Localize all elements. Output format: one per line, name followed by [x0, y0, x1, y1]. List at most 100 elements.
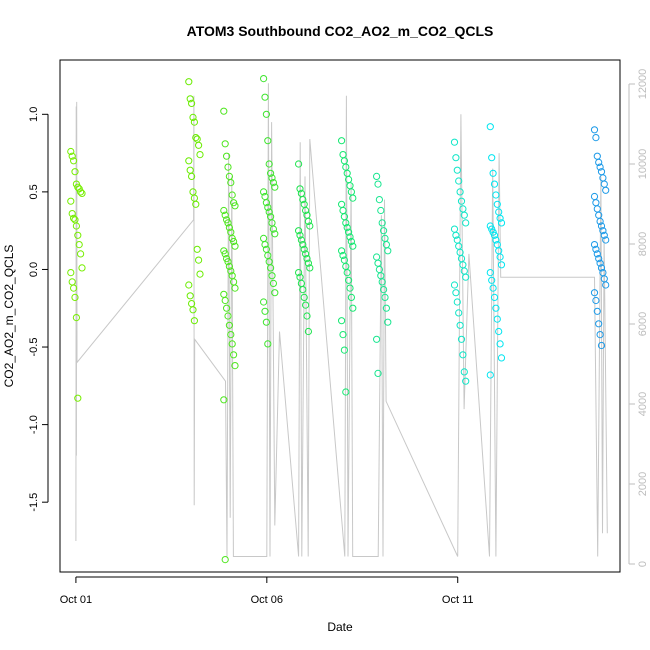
data-point [269, 225, 277, 233]
data-point [299, 241, 307, 249]
data-point [185, 281, 193, 289]
data-point [599, 227, 607, 235]
data-point [228, 340, 236, 348]
data-point [592, 199, 600, 207]
data-point [597, 222, 606, 230]
data-point [346, 182, 354, 190]
left-tick-label: -1.5 [28, 493, 40, 512]
right-tick-label: 6000 [637, 312, 649, 336]
data-point [489, 169, 497, 177]
data-point [595, 255, 603, 263]
data-point [497, 261, 506, 269]
data-point [192, 134, 200, 142]
data-point [490, 293, 499, 301]
right-tick-label: 4000 [637, 392, 649, 416]
data-point [303, 255, 311, 263]
data-point [342, 219, 350, 227]
data-point [71, 168, 79, 176]
data-point [185, 157, 193, 165]
data-point [67, 147, 75, 156]
data-point [221, 296, 229, 305]
data-point [261, 307, 269, 315]
data-point [188, 172, 196, 180]
data-point [343, 169, 351, 177]
data-point [295, 269, 303, 277]
left-tick-label: -0.5 [28, 338, 40, 357]
x-axis: Oct 01 Oct 06 Oct 11 [60, 576, 474, 606]
left-tick-label: 1.0 [28, 107, 40, 122]
left-tick-label: 0.0 [28, 262, 40, 277]
data-point [306, 264, 314, 272]
data-point [492, 236, 500, 244]
data-point [304, 217, 312, 225]
data-point [490, 231, 499, 239]
data-point [192, 200, 200, 208]
data-point [346, 233, 354, 241]
data-point [231, 284, 239, 292]
data-point [459, 351, 467, 359]
data-point [223, 152, 231, 160]
x-tick-label: Oct 06 [251, 594, 283, 606]
data-point [597, 264, 606, 272]
data-point [271, 289, 279, 297]
data-point [77, 188, 85, 196]
x-tick-label: Oct 01 [60, 594, 92, 606]
data-point [596, 163, 604, 171]
data-point [262, 318, 270, 326]
data-point [231, 362, 239, 370]
data-point [260, 75, 268, 83]
data-point [453, 298, 461, 306]
data-point [339, 251, 347, 260]
left-tick-label: -1.0 [28, 415, 40, 434]
data-point [377, 206, 385, 215]
data-point [269, 179, 277, 187]
data-point [300, 293, 308, 301]
data-point [260, 188, 268, 196]
data-point [592, 245, 600, 253]
data-point [456, 188, 464, 196]
data-point [68, 278, 76, 286]
data-point [186, 166, 194, 174]
data-point [221, 140, 229, 148]
data-point [271, 183, 279, 191]
data-point [70, 214, 78, 222]
data-point [231, 202, 239, 210]
data-point [600, 180, 608, 188]
data-point [453, 166, 461, 174]
right-tick-label: 12000 [637, 69, 649, 100]
data-point [455, 177, 463, 185]
data-point [384, 247, 392, 255]
data-point [457, 255, 466, 263]
data-point [590, 126, 599, 134]
data-point [228, 191, 236, 199]
data-point [304, 327, 312, 336]
data-point [260, 234, 268, 242]
data-point [488, 154, 496, 162]
data-point [593, 205, 601, 213]
data-point [486, 269, 494, 277]
data-point [340, 346, 348, 354]
y-axis-label: CO2_AO2_m_CO2_QCLS [2, 245, 16, 388]
data-point [596, 259, 604, 267]
data-point [486, 123, 494, 131]
data-point [457, 335, 466, 343]
data-point [593, 152, 601, 160]
data-point [265, 208, 273, 216]
data-point [189, 188, 197, 196]
data-point [338, 247, 346, 255]
data-point [74, 394, 82, 402]
data-point [227, 179, 235, 187]
data-point [262, 110, 270, 118]
data-point [224, 219, 232, 227]
data-point [347, 293, 355, 301]
data-point [384, 318, 392, 326]
data-point [224, 163, 232, 171]
data-point [338, 200, 346, 208]
data-point [262, 199, 270, 207]
data-point [74, 231, 82, 239]
data-point [493, 200, 501, 208]
data-point [67, 197, 75, 205]
data-point [75, 241, 83, 249]
data-point [300, 245, 308, 253]
data-point [227, 267, 235, 275]
